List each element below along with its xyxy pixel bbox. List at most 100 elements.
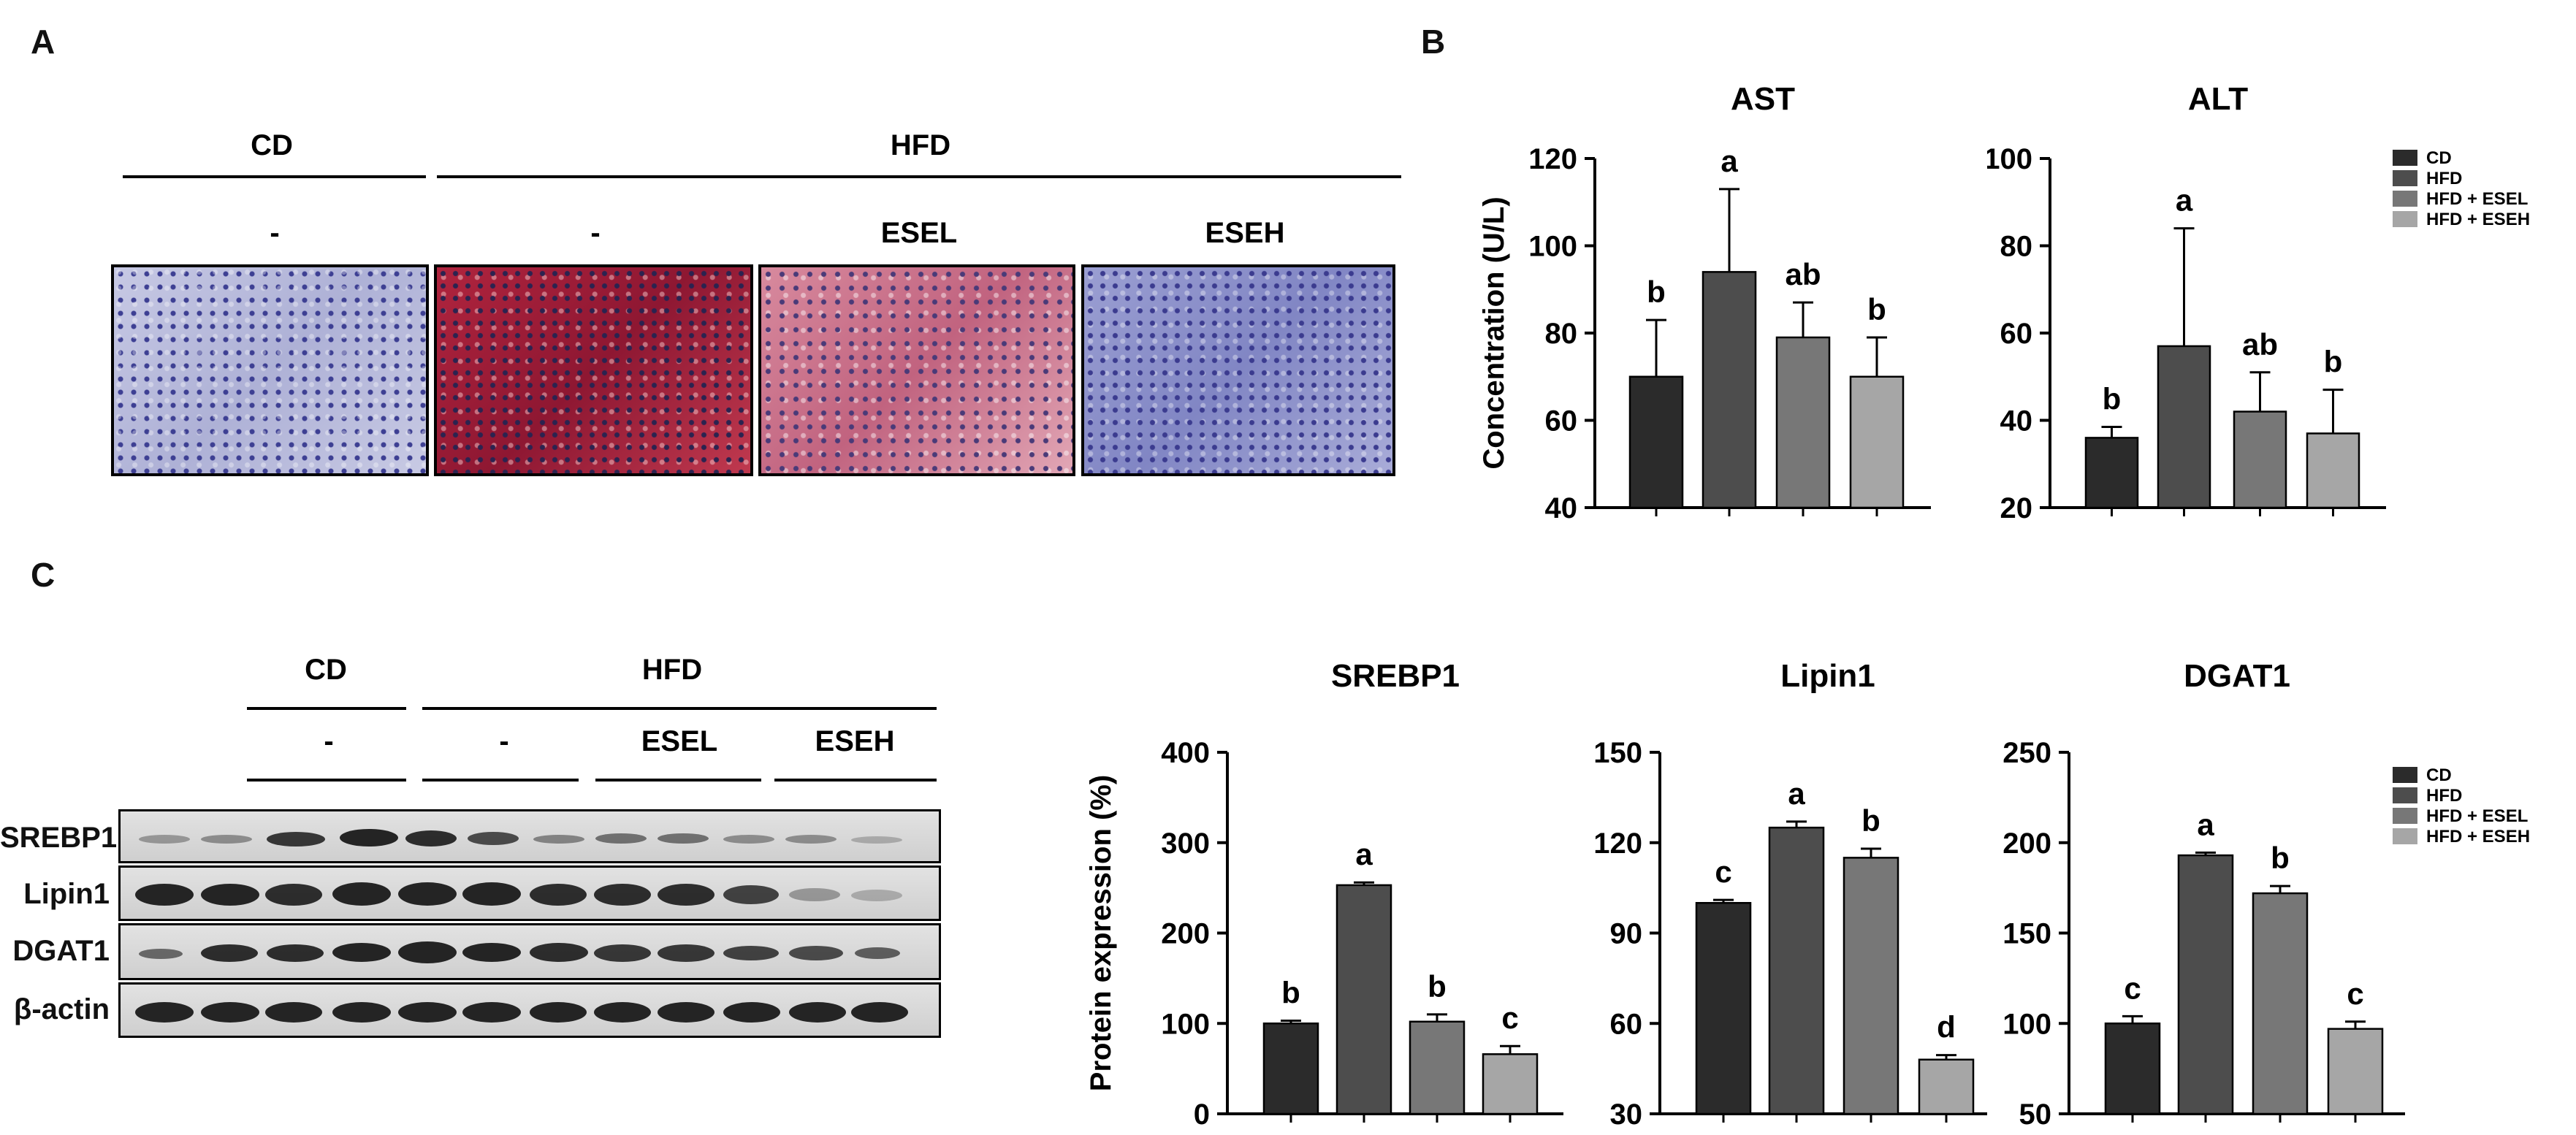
panel-a-sub-1: -: [270, 217, 279, 249]
legend-label: CD: [2426, 148, 2452, 168]
histology-image-cd: [111, 264, 429, 476]
band: [201, 944, 258, 962]
histology-image-esel: [758, 264, 1075, 476]
band: [851, 1002, 908, 1023]
legend-label: HFD + ESEL: [2426, 189, 2528, 209]
band: [462, 882, 521, 906]
panel-letter-c: C: [31, 556, 56, 594]
band: [789, 946, 843, 960]
band: [530, 943, 588, 962]
band: [332, 882, 391, 906]
chart-title: SREBP1: [1331, 658, 1460, 694]
band: [135, 1002, 194, 1023]
band: [267, 944, 324, 962]
band: [594, 1002, 651, 1023]
histology-image-eseh: [1081, 264, 1395, 476]
y-axis-label: Concentration (U/L): [1478, 196, 1510, 469]
bar: [2104, 1023, 2161, 1115]
significance-letter: a: [2176, 183, 2193, 218]
panel-letter-b: B: [1421, 23, 1446, 61]
significance-letter: b: [1647, 275, 1666, 309]
band: [530, 1002, 587, 1023]
band: [201, 1002, 259, 1023]
blot-sub-3: ESEL: [641, 725, 717, 757]
band: [332, 943, 391, 962]
band: [201, 884, 259, 906]
bar: [2252, 892, 2309, 1115]
y-tick-label: 60: [2000, 318, 2033, 350]
blot-sub-2: -: [499, 725, 508, 757]
band: [723, 835, 774, 844]
band: [851, 836, 902, 844]
band: [595, 833, 647, 844]
significance-letter: c: [2124, 971, 2141, 1005]
y-tick-label: 100: [1528, 231, 1577, 263]
histology-image-hfd: [434, 264, 753, 476]
chart-ast: AST Concentration (U/L) 40 60 80 100 120 b a ab b: [1478, 81, 1931, 524]
bar: [1695, 902, 1752, 1115]
chart-lipin1: Lipin1 30 60 90 120 150 c a b d: [1593, 658, 1987, 1131]
band: [658, 833, 709, 844]
band: [658, 944, 715, 962]
chart-srebp1: SREBP1 Protein expression (%) 0 100 200 300 40…: [1085, 658, 1563, 1131]
y-tick-label: 120: [1528, 143, 1577, 175]
y-tick-label: 100: [1161, 1008, 1210, 1040]
blot-label-actin: β-actin: [13, 993, 110, 1025]
legend-label: HFD + ESEL: [2426, 806, 2528, 826]
blot-group-hfd: HFD: [642, 654, 702, 686]
band: [594, 944, 651, 962]
band: [530, 884, 587, 906]
y-tick-label: 80: [2000, 231, 2033, 263]
legend-label: CD: [2426, 765, 2452, 785]
legend-swatch: [2393, 170, 2417, 186]
y-tick-label: 200: [1161, 918, 1210, 950]
significance-letter: a: [1355, 837, 1373, 871]
significance-letter: b: [1428, 969, 1447, 1004]
legend-label: HFD: [2426, 786, 2462, 806]
blot-sub-4: ESEH: [815, 725, 895, 757]
bar: [2233, 410, 2287, 509]
y-axis-label: Protein expression (%): [1085, 775, 1117, 1091]
bar: [2157, 345, 2211, 509]
bar: [2084, 437, 2139, 509]
blot-label-lipin1: Lipin1: [23, 878, 110, 910]
band: [468, 832, 519, 845]
significance-letter: a: [2197, 807, 2214, 841]
band: [265, 1002, 322, 1023]
significance-letter: d: [1937, 1010, 1956, 1044]
band: [723, 885, 779, 904]
blot-strip-srebp1: [118, 809, 941, 863]
band: [139, 949, 183, 959]
bar: [1775, 336, 1831, 509]
panel-a-header: CD HFD - - ESEL ESEH: [123, 129, 1401, 249]
band: [398, 882, 457, 906]
band: [658, 884, 715, 906]
significance-letter: ab: [1785, 257, 1821, 291]
band: [658, 1002, 715, 1023]
bar: [1409, 1020, 1466, 1115]
blot-sub-1: -: [324, 725, 333, 757]
band: [462, 1002, 521, 1023]
band: [462, 943, 521, 962]
y-tick-label: 50: [2019, 1098, 2052, 1131]
legend-swatch: [2393, 211, 2417, 227]
bar: [1918, 1058, 1975, 1115]
y-tick-label: 80: [1545, 318, 1578, 350]
y-tick-label: 200: [2003, 828, 2051, 860]
y-tick-label: 150: [2003, 918, 2051, 950]
band: [533, 835, 584, 844]
significance-letter: b: [1867, 292, 1886, 326]
y-tick-label: 300: [1161, 828, 1210, 860]
significance-letter: b: [2324, 345, 2343, 379]
panel-a-sub-2: -: [590, 217, 600, 249]
significance-letter: b: [2103, 381, 2122, 416]
bar: [1628, 375, 1684, 509]
band: [265, 884, 322, 906]
y-tick-label: 90: [1610, 918, 1643, 950]
band: [723, 946, 779, 960]
significance-letter: b: [1861, 803, 1880, 838]
band: [398, 941, 457, 963]
legend-label: HFD + ESEH: [2426, 827, 2530, 847]
y-tick-label: 100: [2003, 1008, 2051, 1040]
